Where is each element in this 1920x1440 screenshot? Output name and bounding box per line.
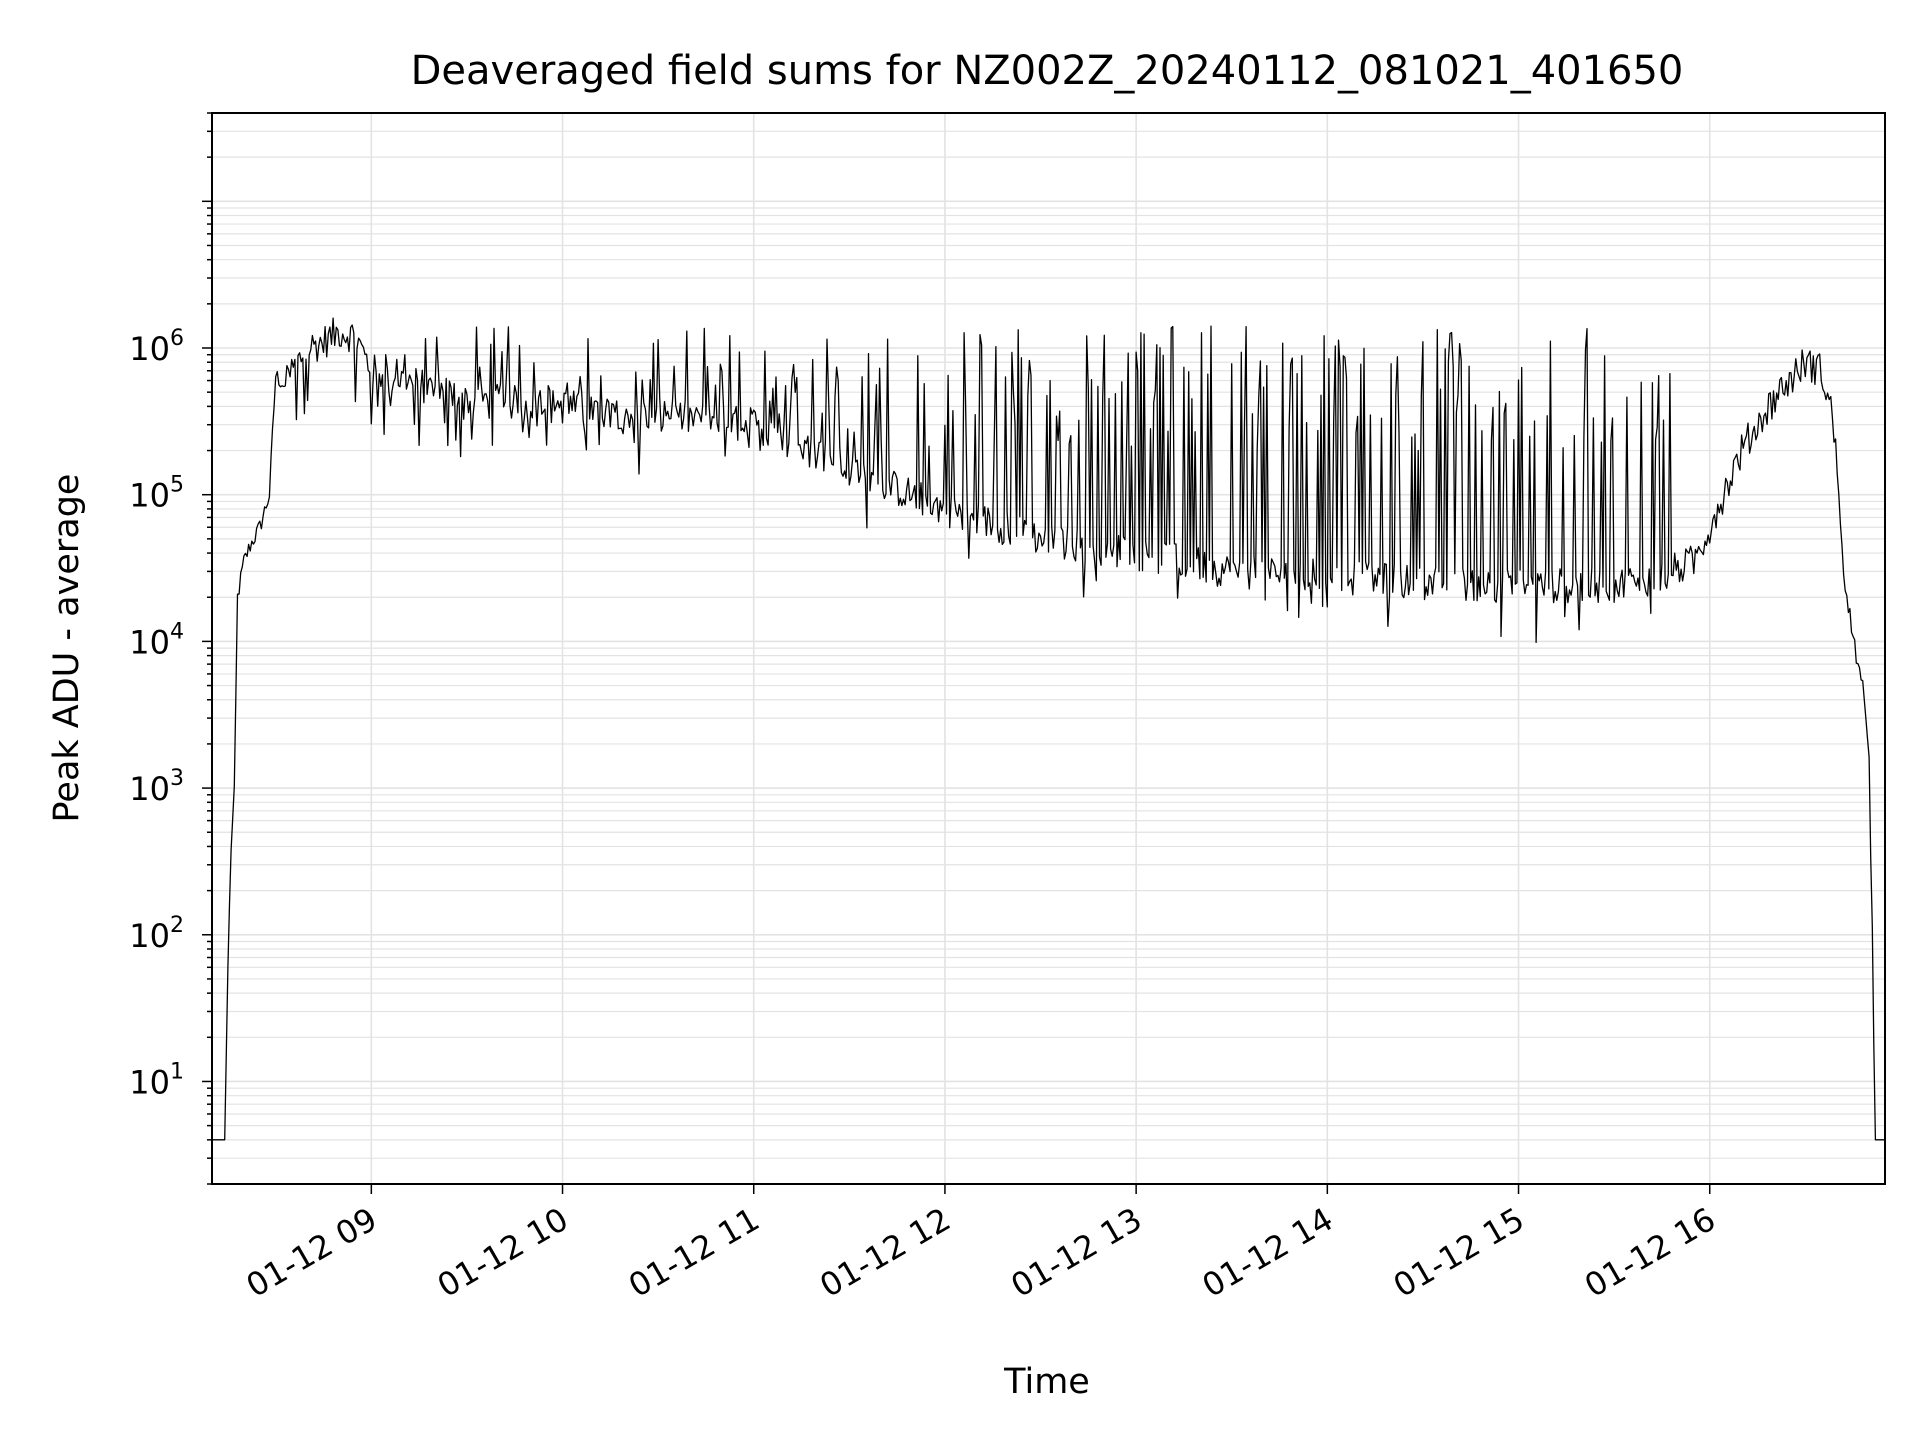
series-line [212,317,1885,1141]
y-tick-base: 10 [129,1063,170,1101]
y-tick-label: 103 [129,766,184,808]
y-axis-label: Peak ADU - average [47,474,87,823]
chart-title: Deaveraged field sums for NZ002Z_2024011… [411,48,1684,94]
y-tick-label: 106 [129,326,184,368]
y-tick-exponent: 2 [170,913,184,938]
y-tick-label: 102 [129,913,184,955]
x-axis-label: Time [1003,1362,1090,1402]
y-tick-base: 10 [129,330,170,368]
y-tick-base: 10 [129,477,170,515]
y-tick-base: 10 [129,623,170,661]
grid [212,112,1885,1185]
y-tick-base: 10 [129,770,170,808]
y-tick-exponent: 4 [170,619,184,644]
y-tick-base: 10 [129,917,170,955]
y-tick-label: 104 [129,619,184,661]
y-tick-label: 101 [129,1059,184,1101]
y-tick-exponent: 1 [170,1059,184,1084]
y-tick-exponent: 5 [170,473,184,498]
y-tick-exponent: 6 [170,326,184,351]
y-tick-label: 105 [129,473,184,515]
y-tick-exponent: 3 [170,766,184,791]
